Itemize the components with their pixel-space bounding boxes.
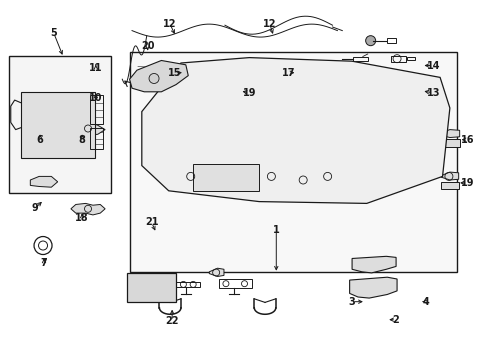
Text: 14: 14: [426, 60, 439, 71]
Polygon shape: [142, 58, 449, 203]
Bar: [386, 38, 395, 43]
Text: 18: 18: [75, 213, 89, 223]
Text: 17: 17: [281, 68, 295, 78]
Text: 11: 11: [89, 63, 102, 73]
Bar: [90, 95, 102, 124]
Circle shape: [365, 36, 375, 46]
Bar: [176, 282, 200, 287]
Text: 7: 7: [41, 258, 47, 268]
Circle shape: [149, 73, 159, 84]
Bar: [193, 164, 259, 191]
Text: 8: 8: [79, 135, 85, 145]
Text: 6: 6: [37, 135, 43, 145]
Polygon shape: [30, 176, 58, 187]
Text: 21: 21: [144, 217, 158, 228]
Text: 10: 10: [89, 93, 102, 103]
Text: 1: 1: [272, 225, 279, 235]
Bar: [20, 92, 95, 158]
Text: 19: 19: [460, 178, 473, 188]
Bar: [352, 57, 367, 61]
Text: 22: 22: [165, 316, 179, 326]
Bar: [219, 279, 251, 288]
Text: 15: 15: [168, 68, 182, 78]
Polygon shape: [72, 122, 105, 135]
Text: 13: 13: [426, 88, 439, 98]
Text: 20: 20: [141, 41, 154, 51]
Text: 12: 12: [163, 19, 177, 30]
Polygon shape: [209, 268, 224, 276]
Text: 9: 9: [32, 203, 39, 213]
Text: 5: 5: [50, 28, 57, 38]
Bar: [127, 273, 176, 302]
Polygon shape: [71, 203, 105, 215]
Polygon shape: [129, 60, 188, 92]
Text: 3: 3: [348, 297, 355, 307]
Bar: [407, 57, 414, 60]
Text: 12: 12: [263, 19, 276, 30]
Bar: [9, 56, 111, 193]
Polygon shape: [440, 172, 458, 180]
Text: 16: 16: [460, 135, 473, 145]
Polygon shape: [439, 130, 459, 138]
Polygon shape: [439, 139, 459, 147]
Bar: [90, 128, 102, 149]
Polygon shape: [351, 256, 395, 273]
Bar: [129, 52, 456, 272]
Polygon shape: [349, 277, 396, 298]
Text: 4: 4: [422, 297, 429, 307]
Polygon shape: [440, 182, 458, 189]
Text: 2: 2: [392, 315, 399, 325]
Bar: [390, 56, 405, 62]
Text: 19: 19: [242, 88, 256, 98]
